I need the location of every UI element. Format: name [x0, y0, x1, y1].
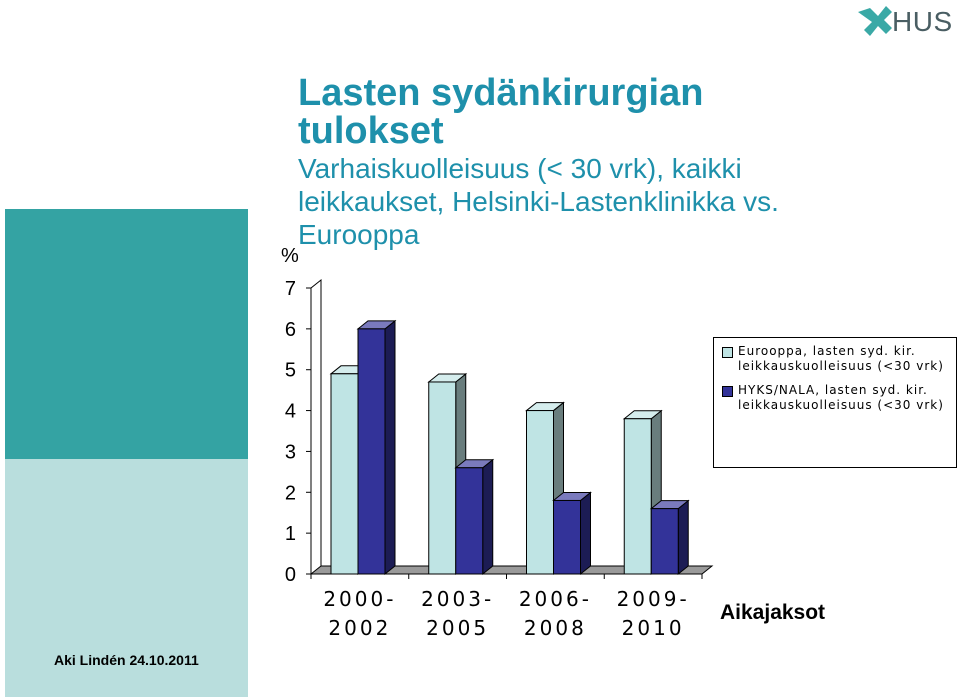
legend-label-2: HYKS/NALA, lasten syd. kir. leikkauskuol…: [738, 383, 944, 412]
bar-side: [482, 458, 494, 576]
y-tick-label: 1: [285, 523, 296, 545]
bar-side: [384, 319, 396, 576]
slide-title: Lasten sydänkirurgian tulokset: [298, 72, 704, 152]
bar: [526, 410, 554, 575]
legend-swatch-1: [722, 347, 733, 358]
x-tick-label: 2002: [328, 616, 391, 640]
x-tick-label: 2000-: [323, 587, 396, 611]
bar: [553, 499, 581, 575]
x-tick-label: 2010: [622, 616, 685, 640]
y-tick-label: 4: [285, 401, 296, 423]
author-date: Aki Lindén 24.10.2011: [54, 652, 199, 668]
x-axis-title: Aikajaksot: [720, 601, 826, 624]
bar: [650, 508, 679, 575]
legend-label-1: Eurooppa, lasten syd. kir. leikkauskuoll…: [738, 344, 944, 373]
x-tick-label: 2003-: [421, 587, 494, 611]
x-tick-label: 2006-: [519, 587, 592, 611]
legend-item-2: HYKS/NALA, lasten syd. kir. leikkauskuol…: [722, 383, 950, 413]
decorative-light-block: [5, 459, 248, 697]
bar: [455, 467, 484, 575]
x-tick-label: 2005: [426, 616, 489, 640]
decorative-teal-block: [5, 209, 248, 459]
y-tick-label: 5: [285, 360, 296, 382]
bar: [330, 373, 359, 575]
y-tick-label: 2: [285, 482, 296, 504]
x-tick-label: 2008: [524, 616, 587, 640]
bar: [623, 418, 652, 575]
chart-legend: Eurooppa, lasten syd. kir. leikkauskuoll…: [713, 337, 957, 468]
bar: [428, 381, 457, 575]
y-tick-label: 0: [285, 564, 296, 586]
y-tick-label: 6: [285, 319, 296, 341]
hus-logo-icon: [858, 6, 892, 36]
bar: [357, 328, 386, 575]
y-tick-label: 3: [285, 441, 296, 463]
legend-item-1: Eurooppa, lasten syd. kir. leikkauskuoll…: [722, 344, 950, 374]
x-tick-label: 2009-: [617, 587, 690, 611]
chart-wall-edge: [310, 278, 322, 574]
logo-text: HUS: [892, 6, 953, 37]
bar-side: [580, 491, 591, 576]
bar-side: [677, 499, 689, 576]
slide-subtitle: Varhaiskuolleisuus (< 30 vrk), kaikki le…: [298, 153, 779, 250]
y-axis-label: %: [281, 245, 299, 267]
y-tick-label: 7: [285, 278, 296, 300]
legend-swatch-2: [722, 386, 733, 397]
